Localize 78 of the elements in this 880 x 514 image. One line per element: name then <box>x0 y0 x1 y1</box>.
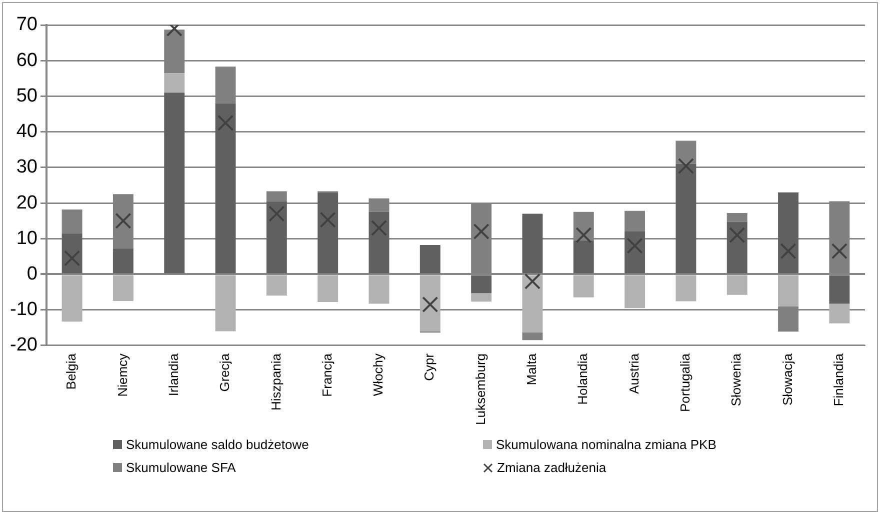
bar <box>368 212 390 274</box>
bar <box>624 232 646 274</box>
bar <box>266 275 287 296</box>
x-tick-label: Słowenia <box>728 352 744 406</box>
bar <box>522 332 543 340</box>
y-tick-label: 10 <box>16 228 38 249</box>
bar <box>112 275 134 301</box>
legend-label: Skumulowane SFA <box>126 460 236 475</box>
legend-label: Skumulowana nominalna zmiana PKB <box>496 437 716 452</box>
bar <box>726 213 748 222</box>
x-tick-label: Austria <box>626 352 642 394</box>
bar <box>624 210 646 232</box>
point <box>831 243 848 260</box>
bar <box>676 275 696 302</box>
x-tick-label: Włochy <box>370 352 386 396</box>
bar <box>471 293 492 302</box>
bar <box>215 103 236 274</box>
y-tick-label: 50 <box>16 85 38 106</box>
bar <box>726 275 748 295</box>
bar <box>420 275 440 332</box>
bar <box>471 275 492 294</box>
bar <box>778 275 798 306</box>
bar <box>266 201 287 274</box>
y-tick-label: -10 <box>10 299 38 320</box>
point <box>678 158 694 174</box>
bar <box>164 73 185 93</box>
point <box>320 212 336 228</box>
bar <box>778 192 798 274</box>
bar <box>318 275 338 302</box>
bar <box>676 140 696 164</box>
x-tick-label: Hiszpania <box>268 352 284 411</box>
point <box>370 220 388 236</box>
x-tick-label: Cypr <box>422 352 437 381</box>
bar <box>112 248 134 274</box>
x-tick-label: Irlandia <box>166 352 181 396</box>
point <box>268 206 285 222</box>
y-tick-label: -20 <box>10 334 38 356</box>
y-tick-label: 20 <box>16 192 38 214</box>
point <box>576 227 592 244</box>
bar <box>420 245 440 274</box>
bar <box>726 222 748 274</box>
point <box>217 114 234 131</box>
y-tick-label: 0 <box>26 263 38 284</box>
bar <box>522 214 543 274</box>
point <box>473 223 490 240</box>
legend-label: Zmiana zadłużenia <box>497 460 606 475</box>
y-tick-label: 30 <box>16 156 38 178</box>
bar <box>266 191 287 202</box>
point <box>524 273 541 290</box>
bar <box>624 275 646 308</box>
bar <box>573 275 594 298</box>
x-tick-label: Portugalia <box>678 352 693 412</box>
point <box>729 227 746 244</box>
bar <box>62 275 82 322</box>
bar <box>62 209 82 234</box>
x-tick-label: Grecja <box>217 352 232 392</box>
bar <box>829 304 850 324</box>
bar <box>318 192 338 274</box>
x-tick-label: Niemcy <box>114 352 130 397</box>
x-tick-label: Luksemburg <box>472 353 488 426</box>
bar <box>164 92 185 274</box>
bar <box>368 275 390 304</box>
x-tick-label: Holandia <box>575 352 590 405</box>
y-tick-label: 60 <box>16 50 38 71</box>
bar <box>215 275 236 332</box>
point <box>780 243 796 260</box>
x-tick-label: Malta <box>524 352 540 386</box>
x-tick-label: Słowacja <box>780 352 795 406</box>
y-tick-label: 40 <box>16 121 38 142</box>
bar <box>573 240 594 274</box>
legend-label: Skumulowane saldo budżetowe <box>126 437 309 452</box>
x-tick-label: Francja <box>319 352 334 397</box>
x-tick-label: Belgia <box>64 352 79 390</box>
bar <box>676 164 696 274</box>
bar <box>522 275 543 332</box>
bar <box>829 275 850 304</box>
y-tick-label: 70 <box>16 14 38 36</box>
x-tick-label: Finlandia <box>831 352 846 406</box>
